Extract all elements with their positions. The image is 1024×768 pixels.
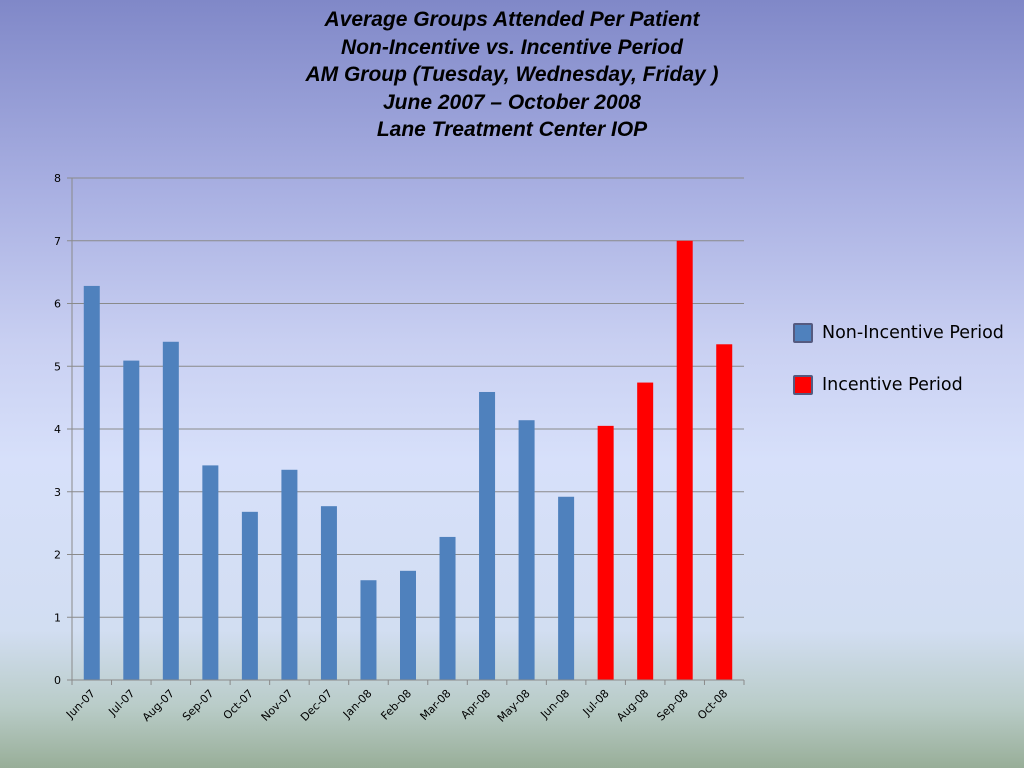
bar-oct-07-non-incentive — [241, 511, 258, 680]
x-tick-label: Feb-08 — [378, 687, 414, 723]
x-tick-label: Jun-07 — [63, 687, 98, 722]
chart-title-line-4: June 2007 – October 2008 — [383, 90, 641, 114]
x-tick-label: Jul-07 — [105, 687, 137, 719]
y-tick-label: 1 — [54, 611, 61, 624]
bar-oct-08-incentive — [716, 344, 733, 680]
legend-swatch-non-incentive — [793, 323, 813, 343]
y-tick-label: 6 — [54, 298, 61, 311]
y-tick-label: 5 — [54, 360, 61, 373]
bar-may-08-non-incentive — [518, 420, 535, 680]
bar-jul-07-non-incentive — [123, 360, 140, 680]
x-tick-label: May-08 — [495, 687, 533, 725]
x-tick-label: Sep-08 — [654, 687, 691, 724]
x-tick-label: Oct-08 — [695, 687, 730, 722]
bar-jun-07-non-incentive — [83, 285, 100, 680]
bar-jan-08-non-incentive — [360, 580, 377, 680]
bar-jun-08-non-incentive — [558, 496, 575, 680]
chart-title: Average Groups Attended Per Patient Non-… — [0, 6, 1024, 144]
axes — [67, 177, 745, 685]
bar-apr-08-non-incentive — [479, 391, 496, 680]
bar-jul-08-incentive — [597, 425, 614, 680]
x-tick-label: Nov-07 — [259, 687, 296, 724]
chart-title-line-5: Lane Treatment Center IOP — [376, 118, 648, 141]
x-tick-label: Dec-07 — [298, 687, 335, 724]
legend-label-non-incentive: Non-Incentive Period — [822, 323, 1004, 343]
chart-title-line-3: AM Group (Tuesday, Wednesday, Friday ) — [305, 63, 719, 86]
legend-item-incentive: Incentive Period — [793, 374, 1004, 396]
y-tick-label: 7 — [54, 235, 61, 248]
x-tick-label: Apr-08 — [458, 687, 493, 722]
legend-label-incentive: Incentive Period — [822, 375, 963, 395]
y-tick-label: 2 — [54, 549, 61, 562]
bar-aug-08-incentive — [637, 382, 654, 680]
legend-swatch-incentive — [793, 375, 813, 395]
bar-nov-07-non-incentive — [281, 469, 298, 680]
x-tick-label: Jan-08 — [340, 687, 375, 722]
y-tick-labels: 0 1 2 3 4 5 6 7 8 — [54, 172, 61, 687]
legend: Non-Incentive Period Incentive Period — [793, 322, 1004, 396]
x-tick-label: Aug-08 — [614, 687, 651, 724]
bar-dec-07-non-incentive — [320, 506, 337, 680]
gridlines — [72, 177, 744, 618]
x-tick-label: Jul-08 — [580, 687, 612, 719]
x-tick-label: Mar-08 — [418, 687, 454, 723]
x-tick-label: Aug-07 — [140, 687, 177, 724]
x-tick-labels: Jun-07 Jul-07 Aug-07 Sep-07 Oct-07 Nov-07 Dec-… — [63, 687, 730, 725]
x-tick-label: Oct-07 — [221, 687, 256, 722]
bars — [83, 240, 733, 680]
chart-title-line-2: Non-Incentive vs. Incentive Period — [341, 35, 683, 59]
y-tick-label: 3 — [54, 486, 61, 499]
bar-sep-07-non-incentive — [202, 465, 219, 680]
x-tick-label: Sep-07 — [180, 687, 217, 724]
bar-mar-08-non-incentive — [439, 536, 456, 680]
x-tick-label: Jun-08 — [537, 687, 572, 722]
bar-feb-08-non-incentive — [400, 570, 416, 680]
bar-aug-07-non-incentive — [162, 341, 179, 680]
y-tick-label: 4 — [54, 423, 61, 436]
legend-item-non-incentive: Non-Incentive Period — [793, 322, 1004, 344]
chart-title-line-1: Average Groups Attended Per Patient — [324, 8, 700, 31]
y-tick-label: 0 — [54, 674, 61, 687]
bar-sep-08-incentive — [676, 240, 693, 680]
y-tick-label: 8 — [54, 172, 61, 185]
